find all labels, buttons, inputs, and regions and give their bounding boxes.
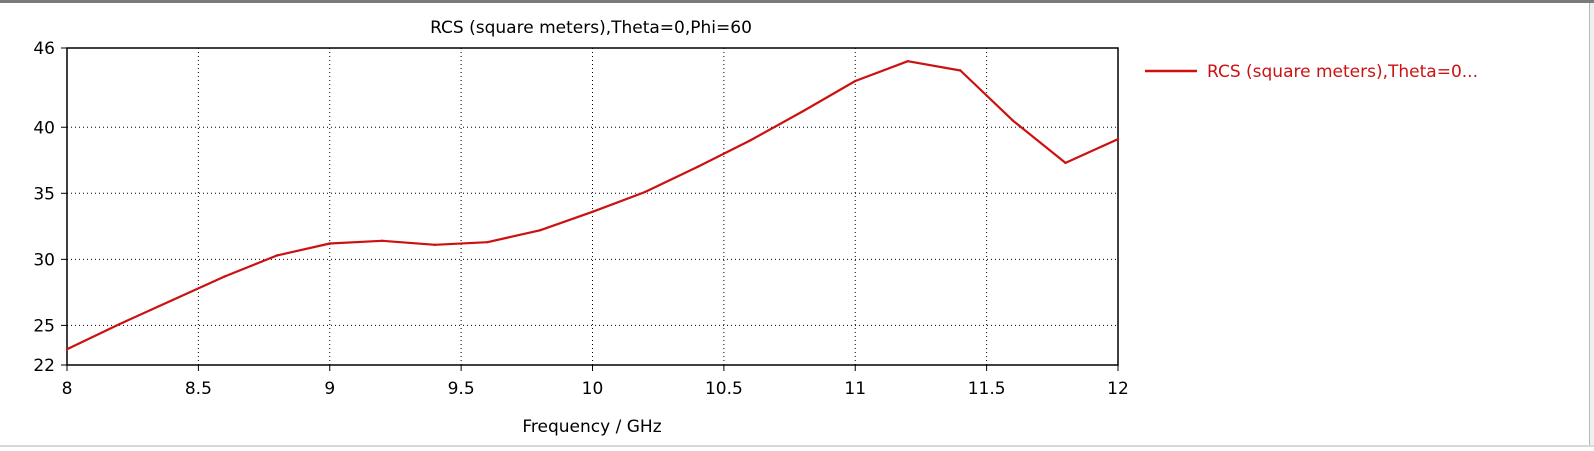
x-tick-label: 11.5 — [968, 379, 1006, 399]
data-point — [328, 242, 331, 245]
x-tick-label: 12 — [1107, 379, 1129, 399]
series-points — [65, 60, 1120, 351]
data-point — [170, 299, 174, 302]
rcs-line-chart: RCS (square meters),Theta=0,Phi=60 8 8.5 9… — [33, 18, 1478, 437]
data-point — [486, 240, 489, 244]
data-point — [118, 322, 121, 326]
data-point — [1011, 119, 1015, 122]
chart-title: RCS (square meters),Theta=0,Phi=60 — [430, 18, 752, 38]
plot-area-frame — [66, 47, 1119, 366]
data-point — [801, 110, 804, 113]
y-tick-label: 25 — [33, 316, 55, 336]
y-tick-label: 22 — [33, 356, 55, 376]
data-point — [748, 139, 752, 142]
data-point — [959, 69, 962, 72]
data-point — [276, 254, 279, 257]
y-tick-label: 30 — [33, 250, 55, 270]
data-point — [643, 190, 647, 194]
legend-label: RCS (square meters),Theta=0... — [1207, 62, 1478, 82]
data-point — [223, 275, 226, 278]
y-tick-label: 35 — [33, 184, 55, 204]
x-tick-label: 10 — [582, 379, 604, 399]
x-tick-label: 8.5 — [185, 379, 212, 399]
x-axis-ticks: 8 8.5 9 9.5 10 10.5 11 11.5 12 — [62, 365, 1129, 399]
data-point — [906, 60, 909, 63]
x-tick-label: 8 — [62, 379, 73, 399]
data-point — [1116, 137, 1120, 141]
x-tick-label: 9 — [324, 379, 335, 399]
grid-lines — [67, 48, 1118, 365]
x-tick-label: 10.5 — [705, 379, 743, 399]
y-tick-label: 46 — [33, 39, 55, 59]
y-tick-label: 40 — [33, 118, 55, 138]
x-axis-label: Frequency / GHz — [522, 417, 661, 437]
data-point — [65, 347, 69, 351]
window-right-border — [1589, 3, 1594, 447]
x-tick-label: 9.5 — [448, 379, 475, 399]
data-point — [854, 79, 857, 83]
data-point — [381, 239, 384, 243]
data-point — [696, 165, 699, 169]
data-point — [433, 243, 437, 247]
x-tick-label: 11 — [844, 379, 866, 399]
y-axis-ticks: 22 25 30 35 40 46 — [33, 39, 67, 376]
data-point — [591, 210, 594, 213]
legend[interactable]: RCS (square meters),Theta=0... — [1145, 62, 1478, 82]
data-point — [1064, 161, 1067, 165]
window-bottom-border — [0, 445, 1594, 447]
data-point — [538, 229, 542, 232]
